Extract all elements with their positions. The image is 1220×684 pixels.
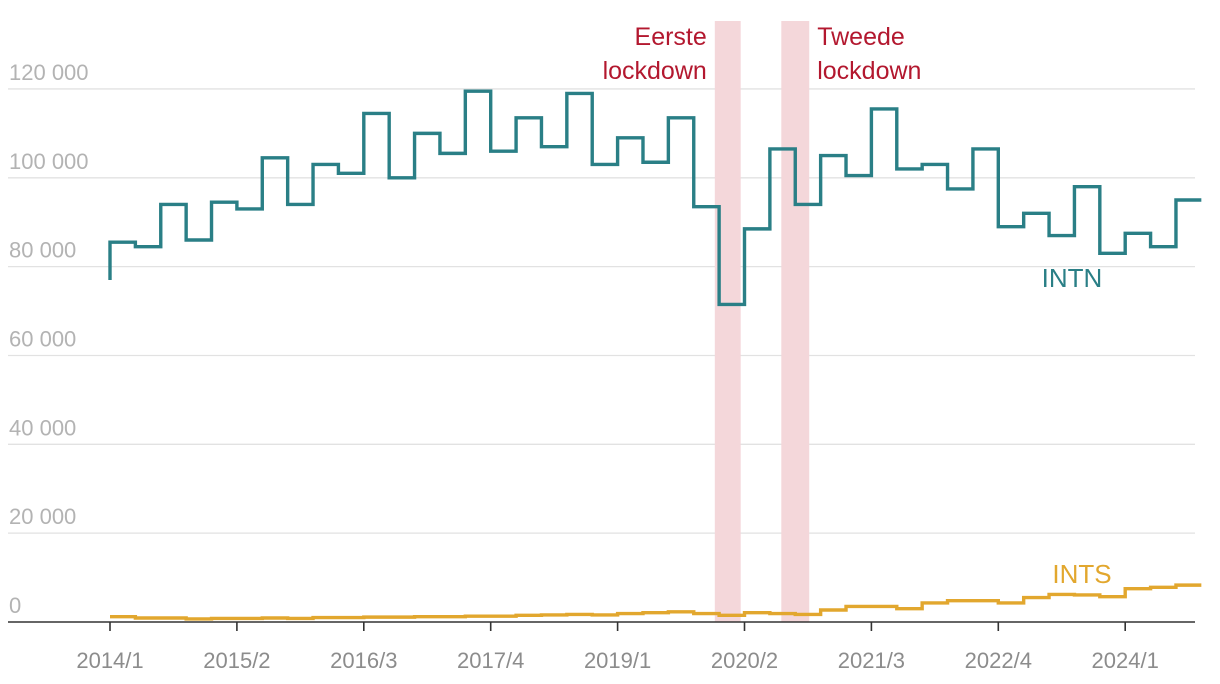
y-tick-label: 100 000	[9, 149, 89, 174]
y-tick-label: 80 000	[9, 238, 76, 263]
series-label-ints: INTS	[1052, 559, 1111, 589]
series-line-ints	[110, 583, 1202, 621]
y-tick-label: 60 000	[9, 326, 76, 351]
y-tick-label: 0	[9, 593, 21, 618]
lockdown-label: Eerste	[635, 23, 707, 51]
y-tick-label: 20 000	[9, 504, 76, 529]
y-tick-label: 40 000	[9, 415, 76, 440]
x-tick-label: 2016/3	[330, 648, 397, 673]
annotation-labels: Eerste lockdown Tweede lockdown INTN INTS	[603, 23, 1112, 589]
x-tick-label: 2017/4	[457, 648, 524, 673]
y-tick-label: 120 000	[9, 60, 89, 85]
lockdown-label: Tweede	[817, 23, 905, 51]
lockdown-band	[714, 21, 741, 622]
series	[108, 89, 1202, 621]
x-axis-ticks: 2014/1 2015/2 2016/3 2017/4 2019/1 2020/2 2021…	[76, 622, 1159, 673]
y-axis-ticks: 0 20 000 40 000 60 000 80 000 100 000 120 000	[9, 60, 89, 618]
x-tick-label: 2024/1	[1092, 648, 1159, 673]
lockdown-label: lockdown	[603, 57, 707, 85]
x-tick-label: 2015/2	[203, 648, 270, 673]
x-tick-label: 2019/1	[584, 648, 651, 673]
series-line-intn	[108, 89, 1202, 307]
lockdown-bands	[714, 21, 810, 622]
x-tick-label: 2022/4	[965, 648, 1032, 673]
gridlines	[8, 88, 1195, 534]
x-tick-label: 2014/1	[76, 648, 143, 673]
lockdown-band	[781, 21, 810, 622]
lockdown-label: lockdown	[817, 57, 921, 85]
x-tick-label: 2021/3	[838, 648, 905, 673]
x-tick-label: 2020/2	[711, 648, 778, 673]
series-label-intn: INTN	[1042, 263, 1103, 293]
